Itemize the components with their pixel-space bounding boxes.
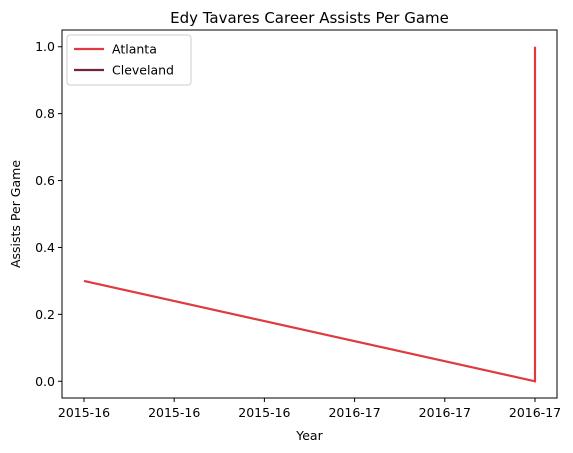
legend-label-atlanta: Atlanta bbox=[112, 42, 157, 57]
series-line-atlanta bbox=[83, 46, 537, 383]
y-tick-label: 0.4 bbox=[35, 240, 55, 255]
y-axis-title: Assists Per Game bbox=[8, 160, 23, 268]
legend: Atlanta Cleveland bbox=[66, 34, 192, 86]
y-tick-label: 0.2 bbox=[35, 307, 55, 322]
y-tick-label: 0.8 bbox=[35, 106, 55, 121]
y-axis: 0.0 0.2 0.4 0.6 0.8 1.0 bbox=[35, 39, 62, 389]
legend-box bbox=[66, 34, 192, 86]
y-tick-label: 1.0 bbox=[35, 39, 55, 54]
chart-title: Edy Tavares Career Assists Per Game bbox=[170, 9, 449, 27]
x-tick-label: 2015-16 bbox=[148, 405, 200, 420]
x-tick-label: 2015-16 bbox=[238, 405, 290, 420]
x-tick-label: 2016-17 bbox=[419, 405, 471, 420]
plot-area bbox=[61, 29, 558, 399]
x-axis: 2015-16 2015-16 2015-16 2016-17 2016-17 2016-… bbox=[58, 398, 561, 420]
x-tick-label: 2015-16 bbox=[58, 405, 110, 420]
y-tick-label: 0.6 bbox=[35, 173, 55, 188]
x-axis-title: Year bbox=[295, 428, 323, 443]
series-lines bbox=[83, 46, 537, 383]
x-tick-label: 2016-17 bbox=[328, 405, 380, 420]
y-tick-label: 0.0 bbox=[35, 374, 55, 389]
legend-label-cleveland: Cleveland bbox=[112, 63, 174, 78]
x-tick-label: 2016-17 bbox=[509, 405, 561, 420]
